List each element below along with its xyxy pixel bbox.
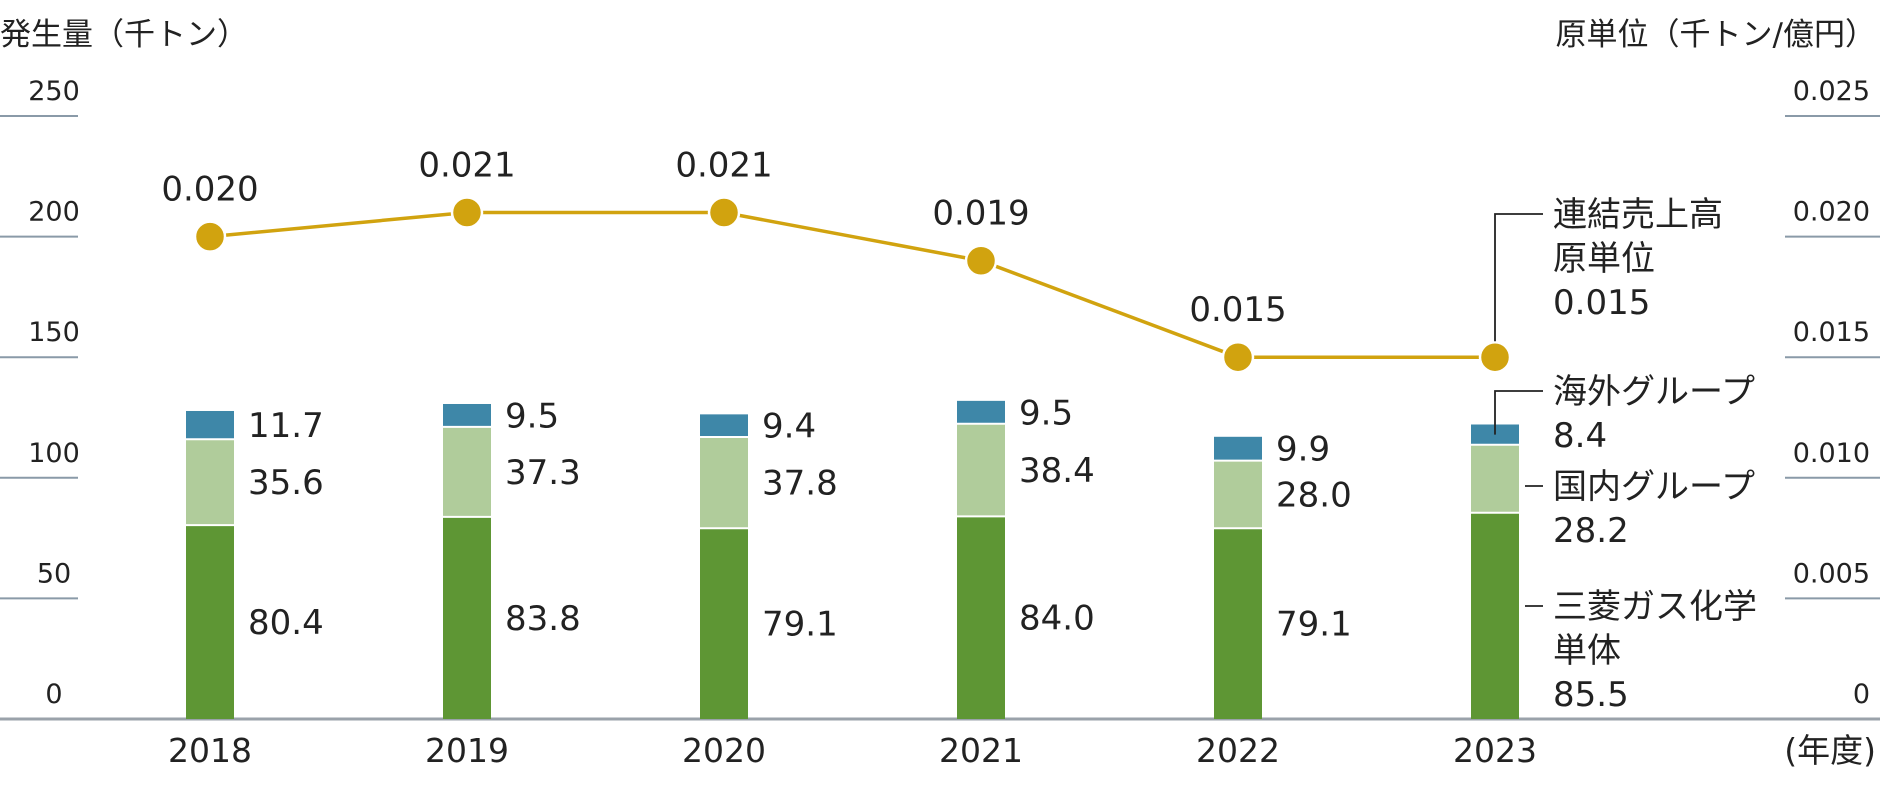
bar-value-label: 37.8 bbox=[762, 464, 838, 504]
bar-segment bbox=[957, 516, 1005, 719]
bar-value-label: 84.0 bbox=[1019, 599, 1095, 639]
right-tick-label: 0.025 bbox=[1793, 76, 1870, 107]
right-tick-label: 0.010 bbox=[1793, 438, 1870, 469]
line-value-label: 0.020 bbox=[161, 170, 258, 210]
line-value-label: 0.019 bbox=[932, 194, 1029, 234]
bar-value-label: 35.6 bbox=[248, 463, 324, 503]
bar-segment bbox=[443, 516, 491, 719]
left-tick-label: 250 bbox=[28, 76, 80, 107]
bar-segment bbox=[957, 400, 1005, 424]
left-tick-label: 200 bbox=[28, 197, 80, 228]
bar-value-label: 79.1 bbox=[762, 605, 838, 645]
legend-parent-text: 単体 bbox=[1553, 631, 1621, 671]
legend-parent-text: 85.5 bbox=[1553, 675, 1629, 715]
bar-value-label: 9.9 bbox=[1276, 430, 1330, 470]
line-series: 0.020 0.021 0.021 0.019 0.015 bbox=[161, 145, 1512, 374]
x-tick-label: 2023 bbox=[1453, 731, 1537, 770]
bar-value-label: 37.3 bbox=[505, 453, 581, 493]
right-tick-label: 0 bbox=[1853, 679, 1870, 710]
left-tick-label: 0 bbox=[45, 679, 62, 710]
x-tick-label: 2018 bbox=[168, 731, 252, 770]
x-tick-label: 2022 bbox=[1196, 731, 1280, 770]
line-point bbox=[450, 196, 484, 229]
bar-value-label: 9.5 bbox=[1019, 393, 1073, 433]
legend-line-text: 連結売上高 bbox=[1553, 195, 1723, 235]
right-axis: 0 0.005 0.010 0.015 0.020 0.025 bbox=[1785, 76, 1880, 710]
bar-segment bbox=[700, 437, 748, 529]
line-path bbox=[209, 210, 1495, 359]
legend-line-text: 0.015 bbox=[1553, 283, 1650, 323]
bar-segment bbox=[1471, 444, 1519, 513]
x-tick-label: 2019 bbox=[425, 731, 509, 770]
bar-segment bbox=[443, 426, 491, 517]
bar-segment bbox=[443, 403, 491, 427]
line-value-label: 0.021 bbox=[675, 145, 772, 185]
bar-series: 80.4 35.6 11.7 83.8 37.3 9.5 79.1 37.8 9.4 84.0 38… bbox=[186, 393, 1519, 719]
x-unit-label: (年度) bbox=[1784, 731, 1876, 770]
line-point bbox=[1478, 340, 1512, 374]
left-axis-title: 発生量（千トン） bbox=[0, 17, 248, 53]
right-tick-label: 0.020 bbox=[1793, 197, 1870, 228]
bar-segment bbox=[1214, 436, 1262, 461]
right-axis-title: 原単位（千トン/億円） bbox=[1556, 17, 1876, 53]
left-axis: 0 50 100 150 200 250 bbox=[0, 76, 80, 710]
legend-domestic-text: 28.2 bbox=[1553, 511, 1629, 551]
x-axis-labels: 2018 2019 2020 2021 2022 2023 bbox=[168, 731, 1537, 770]
left-tick-label: 50 bbox=[37, 558, 71, 589]
legend-overseas-text: 8.4 bbox=[1553, 416, 1607, 456]
line-point bbox=[193, 220, 227, 253]
bar-segment bbox=[700, 528, 748, 719]
line-point bbox=[964, 244, 998, 277]
bar-segment bbox=[186, 439, 234, 526]
legend-domestic-text: 国内グループ bbox=[1553, 467, 1755, 507]
bar-value-label: 80.4 bbox=[248, 603, 324, 643]
bar-value-label: 9.5 bbox=[505, 396, 559, 436]
bar-segment bbox=[957, 423, 1005, 517]
bar-segment bbox=[1214, 460, 1262, 529]
legend-leader-overseas bbox=[1494, 390, 1543, 435]
legend-parent-text: 三菱ガス化学 bbox=[1553, 587, 1757, 627]
right-tick-label: 0.015 bbox=[1793, 317, 1870, 348]
bar-segment bbox=[186, 410, 234, 440]
bar-value-label: 9.4 bbox=[762, 407, 816, 447]
bar-segment bbox=[700, 414, 748, 438]
legend-overseas-text: 海外グループ bbox=[1553, 372, 1755, 412]
x-tick-label: 2020 bbox=[682, 731, 766, 770]
bar-segment bbox=[1214, 528, 1262, 719]
left-tick-label: 150 bbox=[28, 317, 80, 348]
x-tick-label: 2021 bbox=[939, 731, 1023, 770]
line-point bbox=[707, 196, 741, 229]
legend-leader-line bbox=[1494, 213, 1543, 342]
left-tick-label: 100 bbox=[28, 438, 80, 469]
line-value-label: 0.021 bbox=[418, 145, 515, 185]
bar-value-label: 79.1 bbox=[1276, 605, 1352, 645]
line-point bbox=[1221, 340, 1255, 374]
bar-value-label: 83.8 bbox=[505, 599, 581, 639]
line-value-label: 0.015 bbox=[1189, 290, 1286, 330]
bar-segment bbox=[186, 525, 234, 719]
bar-value-label: 28.0 bbox=[1276, 475, 1352, 515]
legend-line-text: 原単位 bbox=[1553, 239, 1655, 279]
right-tick-label: 0.005 bbox=[1793, 558, 1870, 589]
bar-value-label: 38.4 bbox=[1019, 451, 1095, 491]
bar-segment bbox=[1471, 512, 1519, 719]
bar-value-label: 11.7 bbox=[248, 406, 324, 446]
